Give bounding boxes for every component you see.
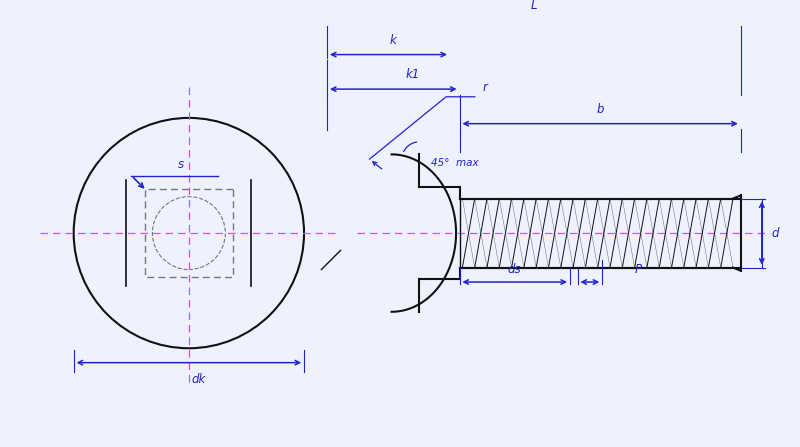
Text: dk: dk — [191, 373, 206, 386]
Text: L: L — [530, 0, 537, 13]
Text: k1: k1 — [406, 68, 420, 81]
Text: P: P — [634, 263, 642, 276]
Text: s: s — [178, 158, 184, 171]
Text: k: k — [390, 34, 397, 47]
Text: r: r — [482, 81, 487, 94]
Text: b: b — [596, 103, 604, 116]
Text: d: d — [771, 227, 779, 240]
Text: ds: ds — [508, 263, 522, 276]
Text: 45°  max: 45° max — [430, 158, 478, 168]
